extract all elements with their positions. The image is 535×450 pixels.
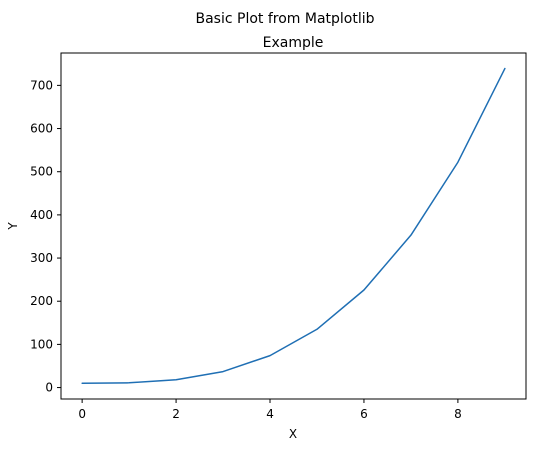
y-tick-label: 700 (30, 78, 53, 92)
chart-title: Example (263, 35, 324, 51)
chart-suptitle: Basic Plot from Matplotlib (195, 11, 374, 27)
y-tick-label: 100 (30, 337, 53, 351)
x-tick-label: 0 (78, 407, 86, 421)
x-tick-label: 2 (172, 407, 180, 421)
y-tick-label: 0 (45, 381, 53, 395)
plot-frame (60, 52, 527, 400)
y-axis-label: Y (6, 222, 20, 231)
x-axis-ticks: 0 2 4 6 8 (78, 399, 462, 421)
x-tick-label: 6 (360, 407, 368, 421)
y-tick-label: 300 (30, 251, 53, 265)
y-tick-label: 400 (30, 208, 53, 222)
y-tick-label: 200 (30, 294, 53, 308)
x-tick-label: 4 (266, 407, 274, 421)
y-tick-label: 600 (30, 122, 53, 136)
series-line (81, 67, 506, 384)
y-tick-label: 500 (30, 165, 53, 179)
y-axis-ticks: 0 100 200 300 400 500 600 700 (30, 78, 61, 395)
x-tick-label: 8 (454, 407, 462, 421)
x-axis-label: X (289, 427, 297, 441)
